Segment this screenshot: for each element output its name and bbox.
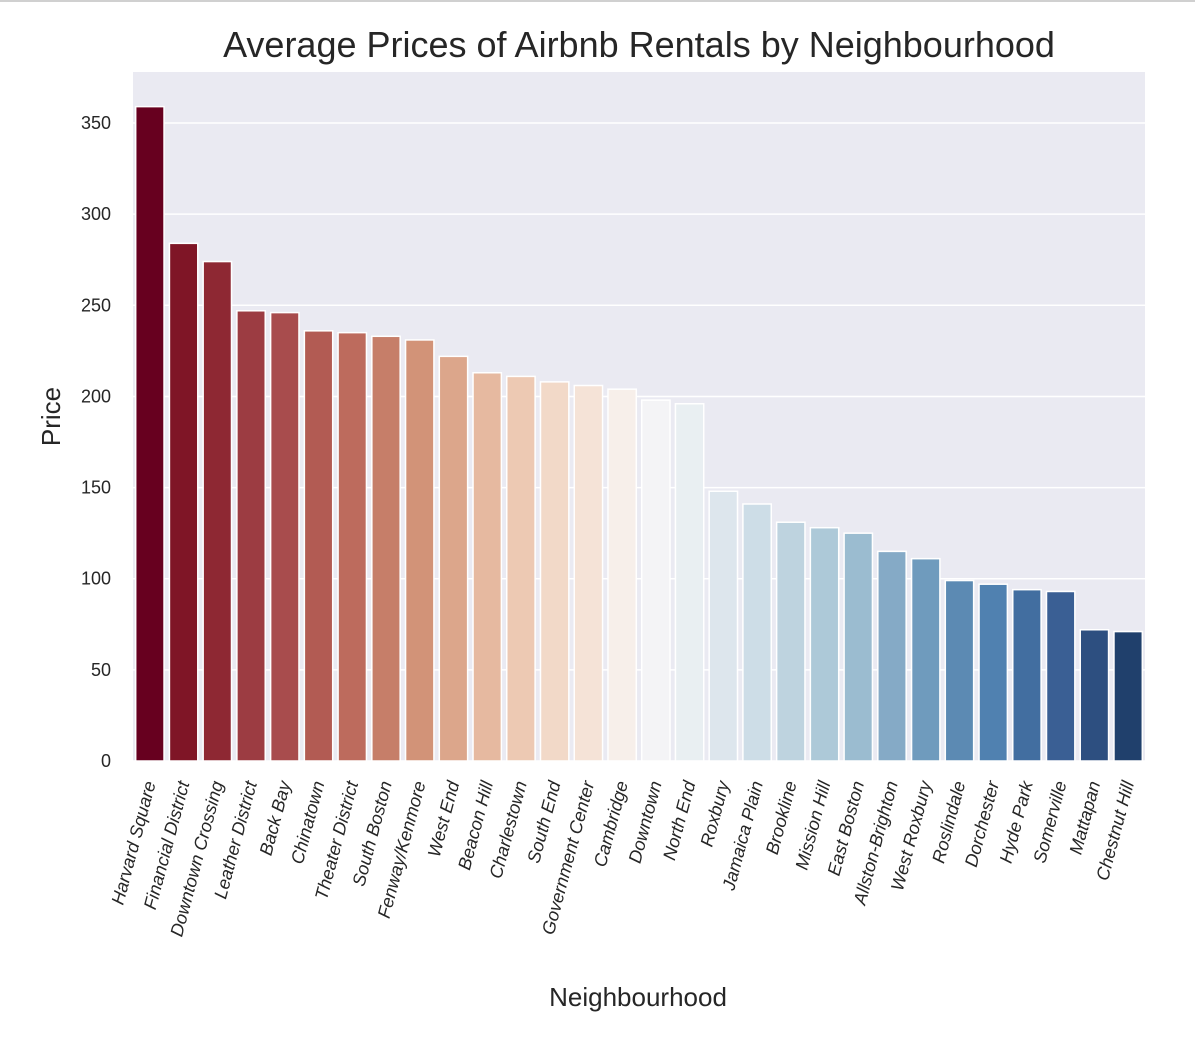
bar — [1045, 590, 1076, 762]
y-tick-label: 200 — [81, 386, 111, 406]
bar — [404, 339, 435, 762]
x-tick-label: Brookline — [762, 779, 801, 857]
bar — [607, 388, 638, 762]
bar — [910, 557, 941, 762]
bar — [674, 402, 705, 762]
y-tick-label: 350 — [81, 113, 111, 133]
x-tick-label: Roxbury — [697, 778, 734, 849]
bar — [843, 532, 874, 762]
bar — [134, 105, 165, 762]
top-border — [0, 0, 1195, 2]
x-tick-label: Mattapan — [1066, 779, 1105, 857]
bar — [236, 310, 266, 762]
x-axis-label: Neighbourhood — [549, 982, 727, 1012]
y-axis-ticks: 0 50 100 150 200 250 300 350 — [81, 113, 111, 771]
y-axis-label: Price — [36, 387, 66, 446]
bar — [202, 260, 233, 762]
bar — [303, 330, 334, 762]
bar — [775, 521, 806, 762]
bar — [1012, 588, 1042, 762]
bar — [438, 355, 469, 762]
bar — [978, 583, 1009, 762]
bar — [371, 335, 401, 762]
bar — [742, 503, 772, 762]
bar — [573, 384, 604, 762]
chart-title: Average Prices of Airbnb Rentals by Neig… — [223, 24, 1055, 65]
bar — [269, 311, 300, 762]
gridlines — [133, 122, 1145, 762]
bar — [337, 331, 368, 762]
y-tick-label: 150 — [81, 478, 111, 498]
y-tick-label: 100 — [81, 569, 111, 589]
bar — [708, 490, 739, 762]
bar — [809, 526, 840, 762]
x-tick-label: West End — [424, 778, 464, 859]
bar — [944, 579, 975, 762]
x-tick-label: Somerville — [1029, 779, 1070, 865]
x-tick-label: Back Bay — [256, 778, 295, 858]
bar — [1113, 630, 1144, 762]
bar — [877, 550, 907, 762]
bar — [640, 399, 671, 762]
bars — [134, 105, 1144, 762]
bar — [472, 372, 503, 762]
y-tick-label: 0 — [101, 751, 111, 771]
bar — [168, 242, 199, 762]
bar — [1079, 629, 1110, 762]
plot-area — [133, 72, 1145, 761]
y-tick-label: 300 — [81, 204, 111, 224]
y-tick-label: 50 — [91, 660, 111, 680]
bar — [506, 375, 536, 762]
bar — [539, 381, 570, 762]
y-tick-label: 250 — [81, 295, 111, 315]
x-tick-label: North End — [659, 778, 700, 862]
